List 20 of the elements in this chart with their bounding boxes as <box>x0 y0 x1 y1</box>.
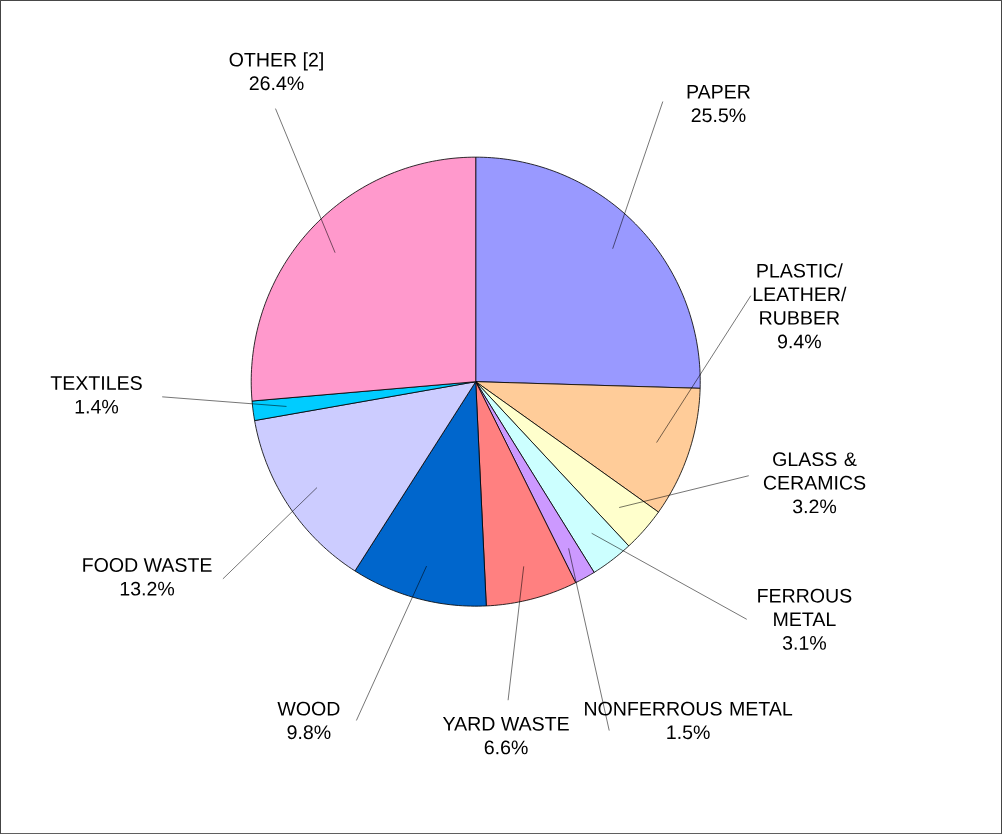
slice-label: YARD WASTE <box>442 716 569 731</box>
slice-label: PLASTIC/ LEATHER/ RUBBER <box>753 263 847 325</box>
slice-label: TEXTILES <box>50 376 142 390</box>
data-label: 9.4% <box>777 334 821 349</box>
data-label: 13.2% <box>120 581 175 596</box>
data-label: 9.8% <box>287 725 331 740</box>
slice-label: WOOD <box>277 701 340 716</box>
data-label: 3.2% <box>792 499 837 514</box>
data-label: 25.5% <box>691 108 746 123</box>
data-label: 3.1% <box>782 635 826 650</box>
data-label: 1.5% <box>667 725 710 740</box>
slice-label: PAPER <box>687 84 750 99</box>
data-label: 6.6% <box>484 740 528 755</box>
slice-label: NONFERROUS METAL <box>585 701 793 716</box>
slice-label: FERROUS METAL <box>758 588 852 626</box>
slice-label: OTHER [2] <box>229 52 323 71</box>
data-label: 1.4% <box>75 399 119 414</box>
slice-label: FOOD WASTE <box>83 558 212 572</box>
slice-label: GLASS & CERAMICS <box>763 452 866 490</box>
data-label: 26.4% <box>249 76 304 91</box>
